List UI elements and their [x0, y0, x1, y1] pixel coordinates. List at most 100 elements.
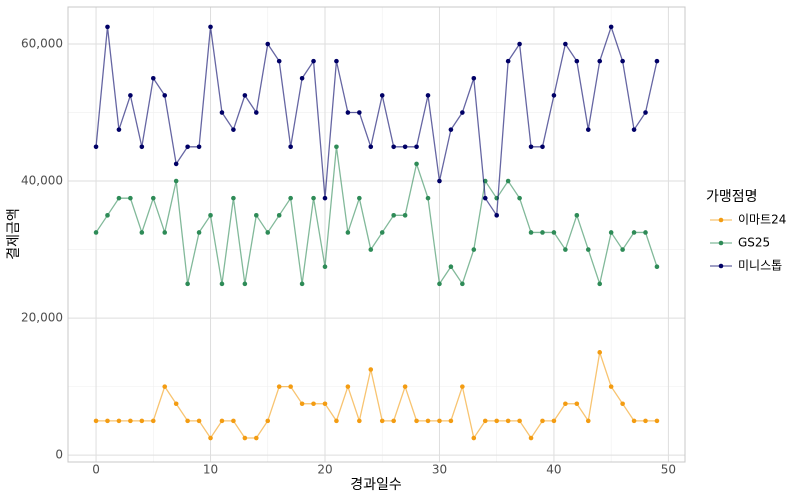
y-tick-label: 20,000	[21, 311, 63, 325]
data-point	[185, 144, 190, 150]
data-point	[219, 281, 225, 287]
series-line	[95, 146, 658, 287]
data-point	[402, 144, 408, 150]
data-point	[540, 144, 545, 150]
y-tick-label: 60,000	[21, 37, 63, 51]
legend-key-point	[718, 217, 724, 223]
data-point	[105, 418, 110, 424]
data-point	[631, 230, 637, 235]
data-point	[482, 418, 488, 424]
data-point	[242, 435, 248, 441]
data-point	[368, 367, 374, 372]
data-point	[482, 195, 488, 201]
data-point	[128, 93, 133, 98]
data-point	[448, 264, 454, 270]
data-point	[231, 195, 236, 201]
data-point	[631, 418, 637, 424]
data-point	[654, 264, 660, 270]
data-point	[265, 41, 271, 47]
data-point	[643, 230, 648, 235]
data-point	[139, 230, 145, 235]
data-point	[517, 41, 522, 47]
x-axis-title: 경과일수	[350, 477, 402, 493]
legend-key-point	[718, 263, 724, 269]
data-point	[173, 161, 179, 167]
data-point	[597, 350, 603, 355]
data-point	[517, 418, 522, 424]
data-point	[620, 58, 625, 64]
data-point	[437, 418, 442, 424]
data-point	[150, 418, 156, 424]
data-point	[631, 127, 637, 132]
y-tick-label: 0	[55, 448, 63, 462]
data-point	[208, 213, 213, 218]
data-point	[505, 418, 511, 424]
data-point	[643, 418, 648, 424]
series-line	[95, 24, 658, 218]
data-point	[334, 58, 339, 64]
data-point	[357, 418, 362, 424]
x-tick-label: 40	[546, 463, 561, 477]
data-point	[505, 178, 511, 184]
data-point	[322, 195, 328, 201]
data-point	[162, 93, 168, 98]
data-point	[379, 418, 385, 424]
data-point	[299, 401, 305, 407]
data-point	[93, 144, 99, 150]
data-point	[494, 418, 499, 424]
data-point	[208, 24, 213, 30]
data-point	[585, 247, 591, 252]
data-point	[299, 75, 305, 81]
data-point	[357, 110, 362, 115]
data-point	[414, 418, 419, 424]
data-point	[437, 281, 442, 287]
y-tick-label: 40,000	[21, 174, 63, 188]
data-point	[643, 110, 648, 115]
data-point	[551, 418, 557, 424]
data-point	[563, 247, 568, 252]
data-point	[196, 418, 202, 424]
data-point	[528, 435, 534, 441]
y-axis-title: 결제금액	[6, 208, 22, 260]
legend-label: 이마트24	[738, 213, 786, 227]
data-point	[425, 418, 431, 424]
data-point	[345, 230, 351, 235]
data-point	[128, 195, 133, 201]
data-point	[574, 401, 580, 407]
data-point	[219, 110, 225, 115]
data-point	[322, 264, 328, 270]
data-point	[116, 418, 122, 424]
data-point	[368, 247, 374, 252]
data-point	[150, 75, 156, 81]
data-point	[551, 230, 557, 235]
data-point	[254, 213, 259, 218]
data-point	[254, 435, 259, 441]
data-point	[460, 384, 465, 389]
data-point	[185, 418, 190, 424]
data-point	[597, 281, 603, 287]
data-point	[379, 93, 385, 98]
data-point	[620, 247, 625, 252]
data-point	[402, 384, 408, 389]
data-point	[654, 58, 660, 64]
data-point	[505, 58, 511, 64]
x-tick-label: 10	[203, 463, 218, 477]
data-point	[654, 418, 660, 424]
data-point	[551, 93, 557, 98]
data-point	[185, 281, 190, 287]
data-point	[231, 418, 236, 424]
data-point	[540, 230, 545, 235]
data-point	[563, 401, 568, 407]
data-point	[311, 195, 316, 201]
data-point	[265, 230, 271, 235]
series-line	[96, 352, 657, 440]
data-point	[425, 195, 431, 201]
data-point	[139, 418, 145, 424]
data-point	[116, 127, 122, 132]
x-tick-label: 30	[432, 463, 447, 477]
data-point	[460, 281, 465, 287]
data-point	[357, 195, 362, 201]
data-point	[276, 213, 282, 218]
data-point	[437, 178, 442, 184]
